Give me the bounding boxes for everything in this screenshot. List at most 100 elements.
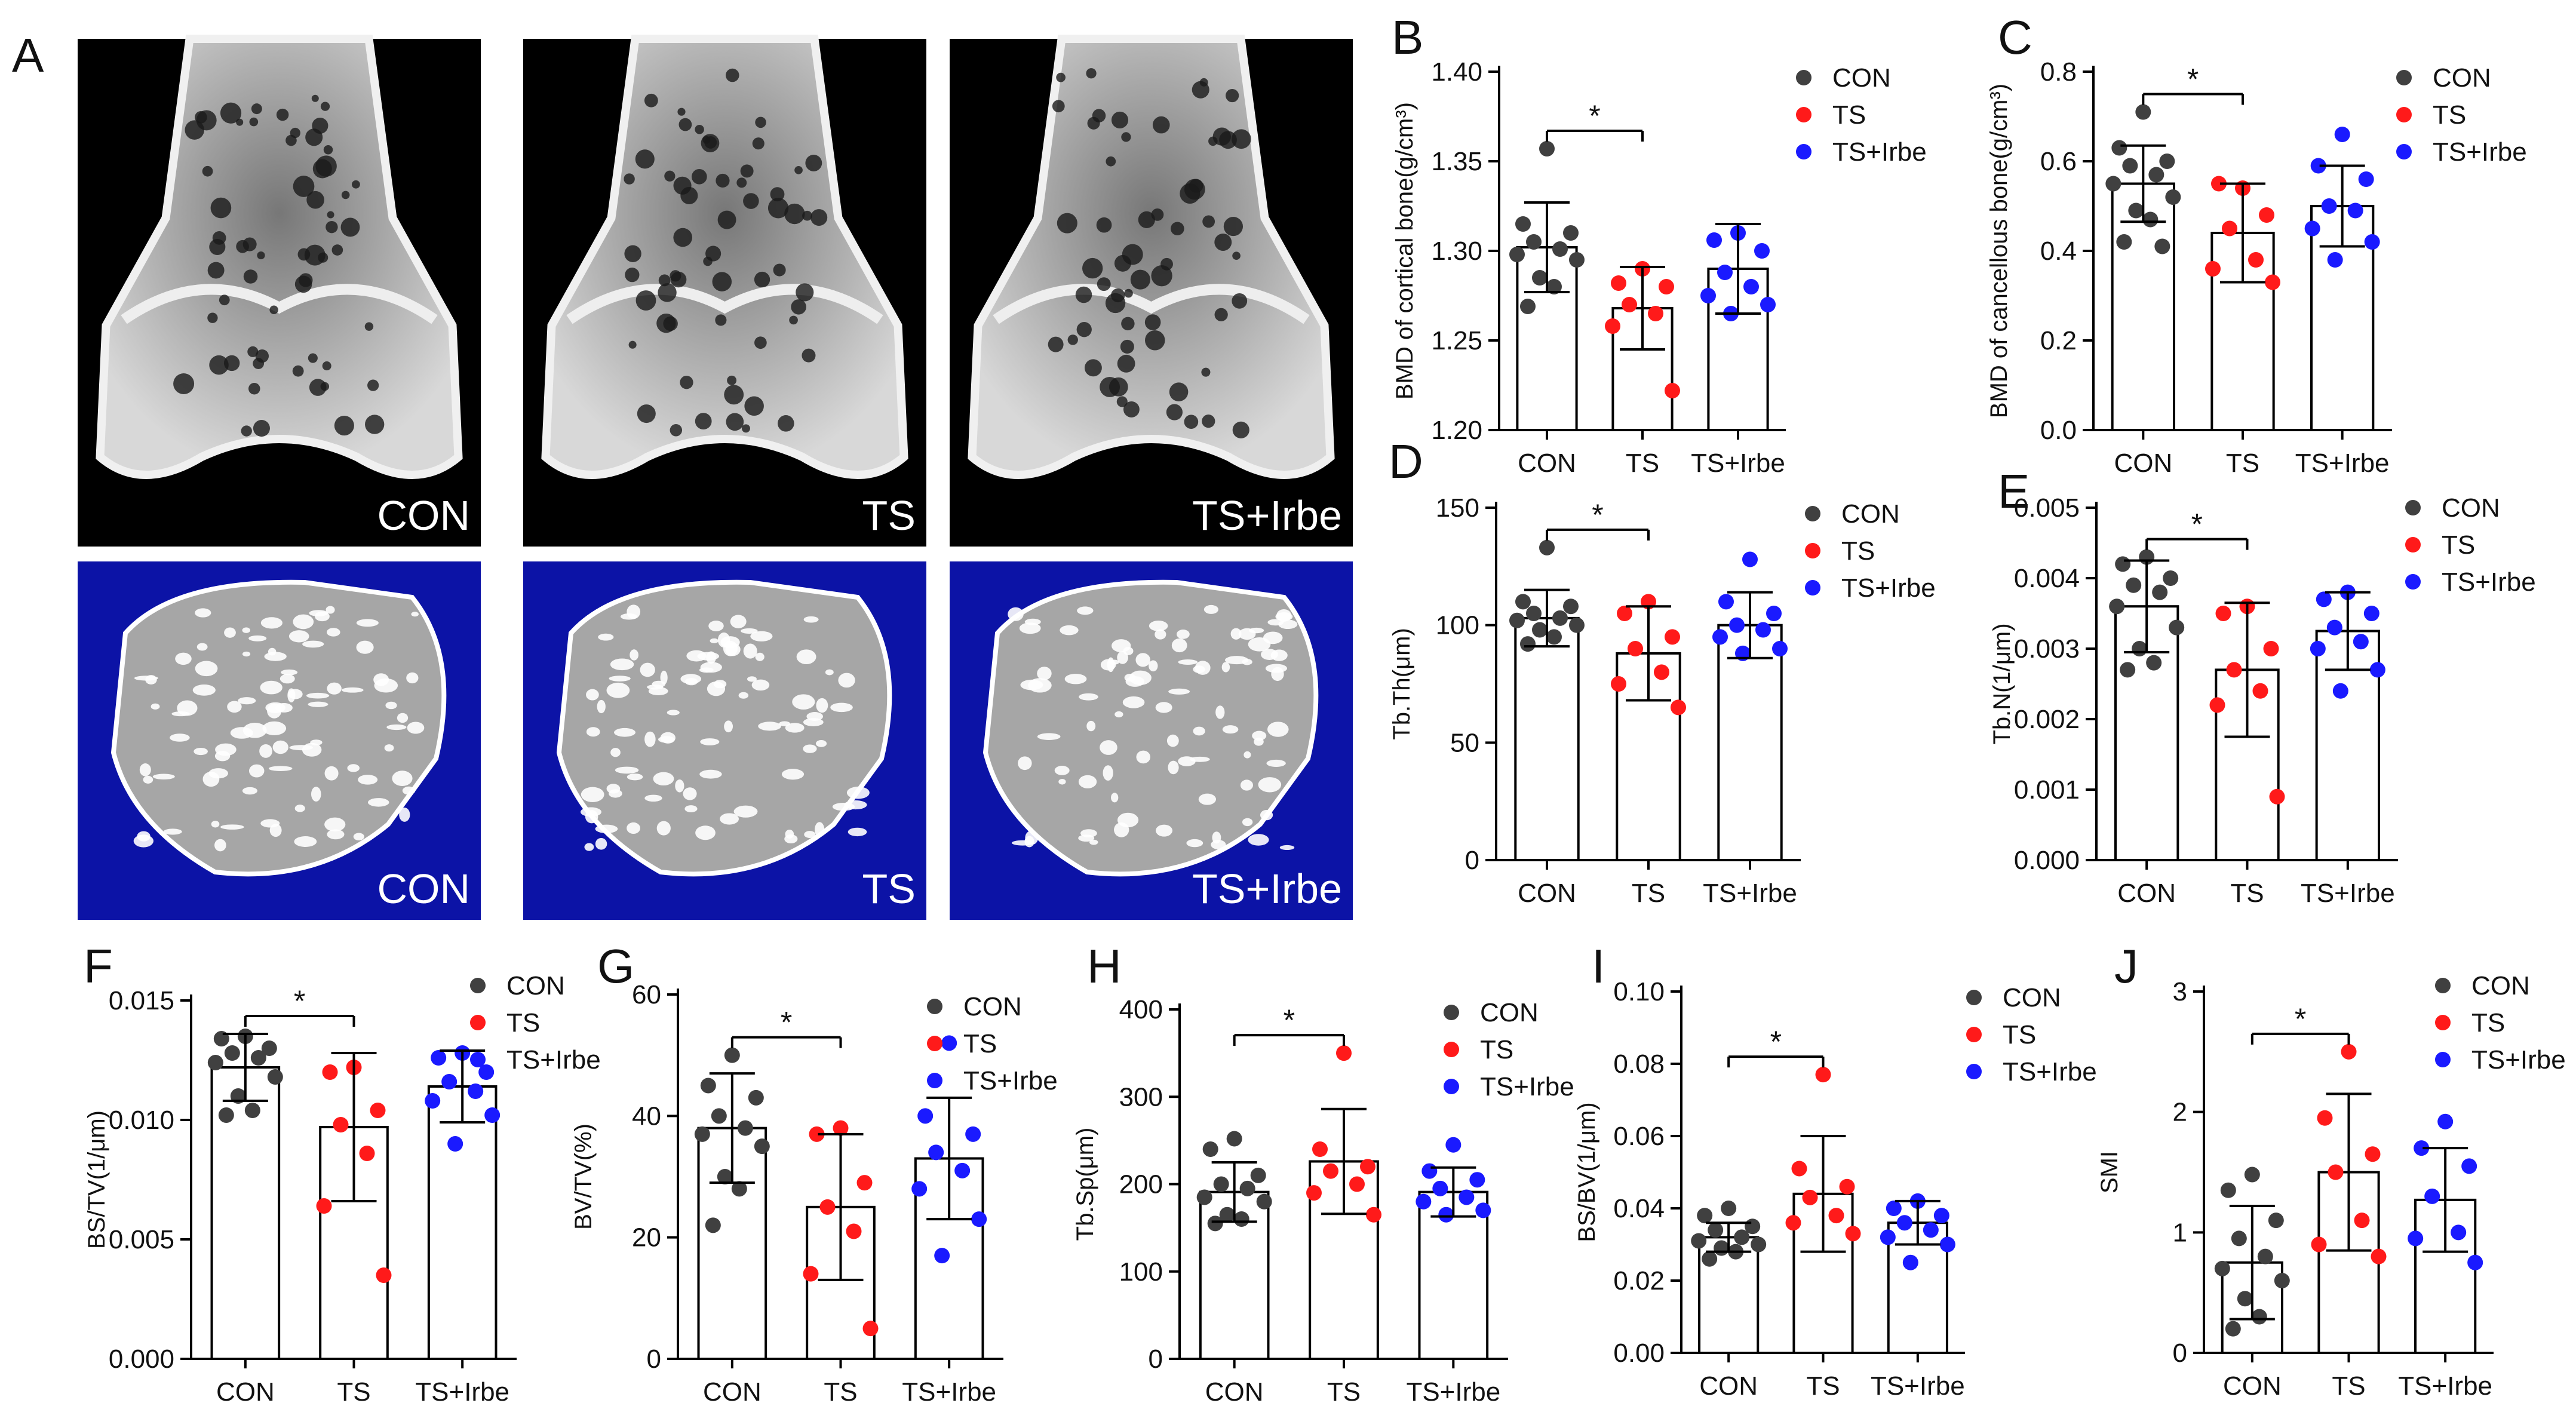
data-point <box>441 1074 458 1089</box>
data-point <box>2268 1213 2284 1229</box>
growth-plate <box>121 284 438 324</box>
trabecular-pore <box>304 244 326 266</box>
data-point <box>724 1047 740 1063</box>
data-point <box>809 1126 825 1142</box>
significance-bracket: * <box>1727 1025 1825 1068</box>
trabecula <box>738 692 749 699</box>
trabecula <box>1242 818 1253 827</box>
error-bar <box>440 1049 486 1124</box>
data-point <box>1323 1163 1338 1179</box>
trabecula <box>816 698 828 713</box>
trabecular-pore <box>320 102 330 111</box>
legend-label: TS <box>2433 100 2466 130</box>
y-tick-label: 1 <box>2173 1218 2187 1247</box>
trabecular-pore <box>784 203 805 225</box>
trabecula <box>597 699 606 714</box>
data-point <box>1734 1229 1750 1245</box>
data-point <box>322 1064 338 1080</box>
data-point <box>2265 274 2280 290</box>
trabecula <box>815 739 827 747</box>
data-point <box>2263 641 2279 656</box>
trabecula <box>175 652 192 665</box>
trabecular-pore <box>1122 244 1143 265</box>
trabecula <box>848 827 867 837</box>
trabecula <box>724 720 733 733</box>
error-bar <box>1727 591 1773 659</box>
error-bar <box>818 1132 864 1281</box>
trabecular-pore <box>247 346 259 357</box>
data-point <box>2326 619 2342 636</box>
y-tick-label: 1.35 <box>1431 147 1482 176</box>
trabecular-pore <box>253 358 265 369</box>
legend-marker <box>2396 107 2412 122</box>
data-point <box>1697 1208 1713 1224</box>
legend-marker <box>2435 1052 2451 1067</box>
category-label: TS+Irbe <box>2295 449 2390 478</box>
trabecula <box>1064 674 1087 684</box>
error-bar <box>1524 201 1570 293</box>
panel-label: F <box>84 940 113 993</box>
trabecula <box>1177 629 1190 639</box>
legend-marker <box>1966 1064 1982 1079</box>
data-point <box>2205 261 2221 277</box>
trabecular-pore <box>778 415 794 432</box>
data-point <box>2165 189 2181 205</box>
category-label: TS <box>1632 879 1665 908</box>
trabecula <box>1230 628 1242 640</box>
trabecula <box>139 763 151 776</box>
trabecula <box>792 694 815 710</box>
data-point <box>1886 1201 1902 1216</box>
trabecular-pore <box>670 424 683 437</box>
trabecula <box>627 773 643 781</box>
trabecula <box>610 748 621 757</box>
data-point <box>2226 662 2242 678</box>
trabecular-pore <box>292 365 304 377</box>
trabecular-pore <box>1214 234 1232 251</box>
data-point <box>1729 617 1745 633</box>
data-point <box>1546 279 1562 294</box>
trabecular-pore <box>717 210 736 229</box>
error-bar <box>926 1096 972 1221</box>
data-point <box>1349 1176 1365 1192</box>
y-tick-label: 0.015 <box>109 986 174 1015</box>
trabecula <box>194 747 208 756</box>
category-label: CON <box>1518 449 1576 478</box>
data-point <box>333 1117 349 1132</box>
microct-3d-1: CON <box>78 561 481 920</box>
microct-longitudinal-1: CON <box>78 35 481 547</box>
trabecular-pore <box>241 425 252 437</box>
trabecula <box>803 616 819 623</box>
data-point <box>1665 629 1680 645</box>
trabecular-pore <box>701 134 720 152</box>
trabecula <box>1018 756 1032 771</box>
data-point <box>2154 238 2170 254</box>
data-point <box>2109 598 2125 615</box>
data-point <box>2116 234 2132 250</box>
data-point <box>1654 664 1669 680</box>
data-point <box>1569 252 1585 268</box>
trabecular-pore <box>1138 211 1155 228</box>
legend-marker <box>470 1015 486 1030</box>
trabecular-pore <box>257 251 265 260</box>
y-tick-label: 0.2 <box>2040 326 2077 355</box>
data-point <box>1611 275 1626 291</box>
trabecula <box>326 606 335 614</box>
trabecula <box>262 721 287 736</box>
y-axis-title: BMD of cancellous bone(g/cm³) <box>1986 84 2012 418</box>
trabecula <box>1270 649 1288 661</box>
data-point <box>2248 252 2264 268</box>
trabecula <box>242 723 267 738</box>
trabecular-pore <box>326 220 338 234</box>
trabecula <box>1114 711 1123 718</box>
data-point <box>965 1126 981 1142</box>
data-point <box>2332 683 2348 699</box>
data-point <box>2252 683 2268 699</box>
error-bar <box>2229 1204 2275 1321</box>
category-label: TS <box>337 1377 370 1407</box>
y-tick-label: 0.004 <box>2014 564 2080 593</box>
trabecular-pore <box>673 228 693 247</box>
trabecular-pore <box>308 353 318 363</box>
trabecula <box>1117 812 1139 828</box>
category-label: TS <box>1327 1377 1361 1407</box>
trabecula <box>606 682 630 698</box>
